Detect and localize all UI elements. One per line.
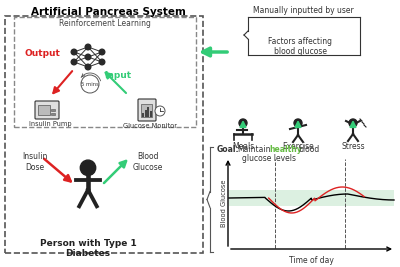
Text: Meals: Meals xyxy=(232,142,254,151)
Text: Person with Type 1
Diabetes: Person with Type 1 Diabetes xyxy=(40,239,136,258)
FancyBboxPatch shape xyxy=(150,111,152,117)
FancyBboxPatch shape xyxy=(51,108,55,111)
Text: blood: blood xyxy=(298,145,319,154)
FancyBboxPatch shape xyxy=(35,101,59,119)
FancyBboxPatch shape xyxy=(38,105,50,115)
Text: Output: Output xyxy=(24,49,60,58)
Circle shape xyxy=(85,54,91,60)
Text: Stress: Stress xyxy=(341,142,365,151)
Circle shape xyxy=(99,59,105,65)
FancyBboxPatch shape xyxy=(138,99,156,121)
Circle shape xyxy=(155,106,165,116)
Text: Exercise: Exercise xyxy=(282,142,314,151)
Circle shape xyxy=(71,59,77,65)
FancyBboxPatch shape xyxy=(51,112,55,115)
FancyBboxPatch shape xyxy=(141,104,152,117)
Circle shape xyxy=(294,119,302,127)
Text: healthy: healthy xyxy=(269,145,302,154)
Text: Reinforcement Learning: Reinforcement Learning xyxy=(59,19,151,28)
Text: Insulin Pump: Insulin Pump xyxy=(29,121,71,127)
Text: Blood
Glucose: Blood Glucose xyxy=(133,152,163,172)
Circle shape xyxy=(80,160,96,175)
Text: 5 mins: 5 mins xyxy=(81,81,99,87)
FancyBboxPatch shape xyxy=(145,110,147,117)
Circle shape xyxy=(71,49,77,55)
Text: Blood Glucose: Blood Glucose xyxy=(221,179,227,227)
Circle shape xyxy=(85,44,91,50)
Text: Glucose Monitor: Glucose Monitor xyxy=(123,123,177,129)
Text: Insulin
Dose: Insulin Dose xyxy=(22,152,48,172)
Text: Goal:: Goal: xyxy=(217,145,240,154)
Text: Manually inputted by user: Manually inputted by user xyxy=(253,6,353,15)
Text: Input: Input xyxy=(104,70,132,80)
Circle shape xyxy=(349,119,357,127)
Text: glucose levels: glucose levels xyxy=(242,154,296,163)
Text: Artificial Pancreas System: Artificial Pancreas System xyxy=(30,7,186,17)
FancyBboxPatch shape xyxy=(229,190,394,206)
Circle shape xyxy=(239,119,247,127)
Text: Maintain: Maintain xyxy=(237,145,270,154)
Circle shape xyxy=(85,64,91,70)
Circle shape xyxy=(99,49,105,55)
Text: Time of day: Time of day xyxy=(289,256,334,265)
Circle shape xyxy=(81,75,99,93)
FancyBboxPatch shape xyxy=(147,107,149,117)
Text: Factors affecting
blood glucose: Factors affecting blood glucose xyxy=(268,37,332,56)
FancyBboxPatch shape xyxy=(142,113,144,117)
